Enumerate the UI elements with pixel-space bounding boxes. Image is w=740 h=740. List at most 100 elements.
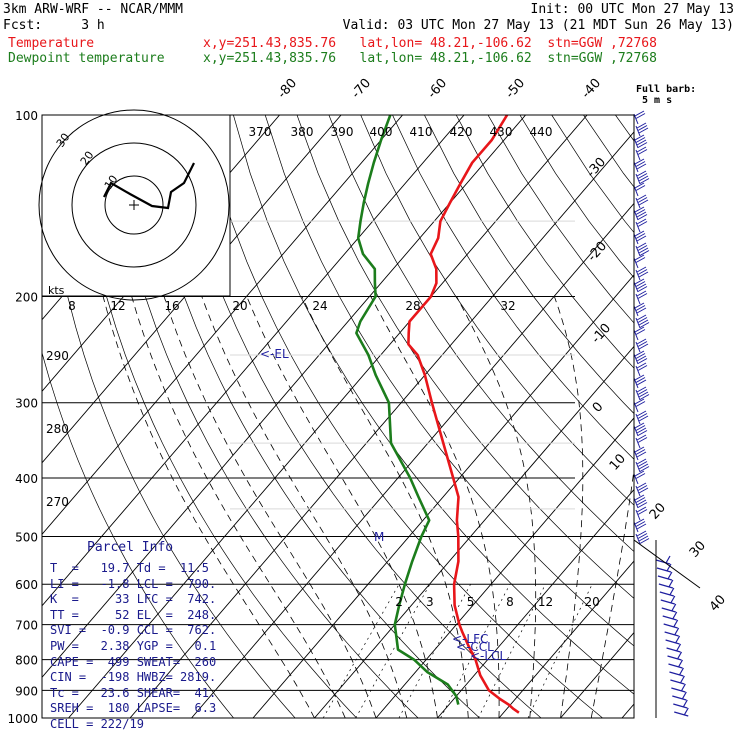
- wind-barb: [636, 218, 647, 225]
- wind-barb: [683, 707, 689, 716]
- wind-barb: [667, 655, 682, 661]
- wind-barb: [634, 422, 645, 429]
- wind-barb: [636, 290, 647, 297]
- wind-barb: [636, 355, 647, 362]
- wind-barb: [635, 173, 641, 185]
- wind-barb: [673, 703, 688, 709]
- wind-barb: [638, 463, 649, 470]
- wind-barb: [637, 125, 648, 131]
- hodograph-ring: [38, 109, 230, 301]
- wind-barb: [635, 149, 641, 161]
- level-annotation: <-EL: [260, 347, 289, 361]
- wind-barb: [638, 487, 649, 494]
- wind-barb: [637, 317, 648, 323]
- parcel-info-row: CIN = -198 HWBZ= 2819.: [50, 670, 217, 685]
- mixing-ratio-label: 3: [426, 595, 434, 609]
- isotherm-label: -50: [503, 76, 528, 102]
- wind-barb: [681, 691, 687, 700]
- wind-barb: [636, 146, 647, 153]
- wind-barb: [680, 683, 686, 692]
- wind-barb: [670, 679, 685, 685]
- isotherm-label: 0: [590, 399, 607, 415]
- isotherm-label: 30: [687, 538, 709, 560]
- wind-barb: [635, 257, 646, 263]
- dry-adiabat: [679, 115, 740, 718]
- isotherm-line: [621, 703, 634, 718]
- moist-adiabat: [590, 466, 634, 718]
- wind-barb: [635, 485, 641, 497]
- wind-barb: [679, 675, 685, 684]
- init-time: Init: 00 UTC Mon 27 May 13: [530, 2, 735, 17]
- temperature-profile: [407, 115, 520, 714]
- wind-barb: [670, 595, 676, 604]
- wind-barb: [637, 461, 648, 467]
- wind-barb: [635, 449, 646, 455]
- isotherm-label: -10: [589, 321, 614, 347]
- mixing-ratio-label: 2: [395, 595, 403, 609]
- isotherm-line: [684, 115, 740, 718]
- wind-speed-axis-label: 20: [232, 299, 247, 313]
- moist-adiabat: [246, 296, 438, 718]
- wind-barb: [634, 518, 645, 525]
- wind-barb: [636, 530, 647, 537]
- wind-barb: [667, 571, 673, 580]
- wind-barb: [635, 401, 646, 407]
- wind-barb: [633, 185, 639, 197]
- wind-barb: [636, 338, 647, 345]
- pressure-label: 200: [15, 291, 38, 305]
- wind-barb: [637, 245, 648, 251]
- wind-barb: [635, 269, 641, 281]
- wind-barb: [663, 623, 678, 629]
- wind-barb: [634, 494, 645, 501]
- theta-label: 440: [530, 125, 553, 139]
- wind-barb: [635, 521, 646, 527]
- isotherm-line: [68, 115, 588, 718]
- wind-barb: [635, 209, 646, 215]
- wind-barb: [635, 185, 646, 191]
- isotherm-line: [42, 115, 465, 607]
- wind-barb: [660, 599, 675, 605]
- isotherm-label: -20: [585, 239, 610, 265]
- wind-barb: [634, 230, 645, 237]
- wind-barb: [637, 509, 648, 515]
- wind-barb: [634, 326, 645, 333]
- wind-barb: [633, 425, 639, 437]
- wind-barb: [635, 413, 641, 425]
- wind-barb: [636, 379, 647, 386]
- dewpoint-legend: Dewpoint temperature: [8, 51, 165, 66]
- wind-barb: [633, 449, 639, 461]
- isotherm-label: -80: [275, 76, 300, 102]
- wind-barb: [634, 110, 645, 117]
- wind-barb: [664, 631, 679, 637]
- wind-barb: [633, 377, 639, 389]
- wind-barb: [636, 506, 647, 513]
- wind-barb: [637, 173, 648, 179]
- wind-barb: [635, 161, 646, 167]
- wind-barb: [635, 125, 641, 137]
- wind-barb: [657, 575, 673, 581]
- wind-barb: [639, 466, 650, 472]
- theta-label: 270: [46, 495, 69, 509]
- wind-barb: [637, 389, 648, 395]
- parcel-info-row: LI = -1.8 LCL = 790.: [50, 576, 217, 591]
- theta-label: 430: [490, 125, 513, 139]
- parcel-info-row: Tc = 23.6 SHEAR= 41.: [50, 685, 217, 700]
- theta-label: 370: [249, 125, 272, 139]
- wind-barb: [672, 695, 687, 701]
- wind-barb: [636, 410, 647, 417]
- wind-barb: [639, 538, 650, 544]
- wind-barb: [637, 341, 648, 347]
- wind-barb: [671, 687, 686, 693]
- wind-barb: [637, 485, 648, 491]
- wind-barb: [636, 314, 647, 321]
- theta-label: 420: [450, 125, 473, 139]
- wind-barb: [638, 343, 649, 350]
- moist-adiabat: [554, 296, 584, 718]
- dewpoint-profile: [355, 115, 460, 705]
- isotherm-line: [498, 560, 634, 718]
- theta-label: 400: [370, 125, 393, 139]
- hodograph-ring: [71, 142, 197, 268]
- wind-barb: [639, 250, 650, 256]
- wind-barb: [636, 386, 647, 393]
- mixing-ratio-line: [527, 584, 593, 718]
